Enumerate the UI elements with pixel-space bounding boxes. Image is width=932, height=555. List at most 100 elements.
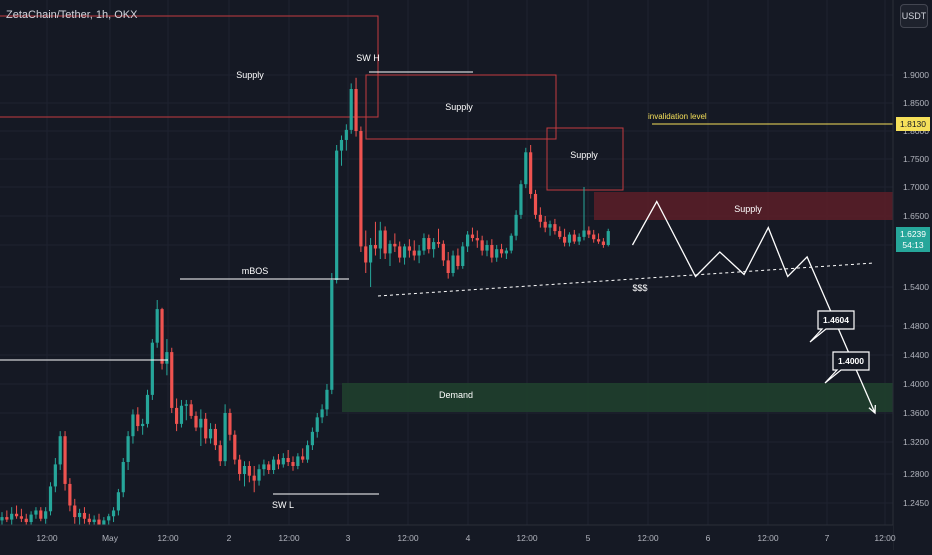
candle-body <box>44 511 48 519</box>
candle-body <box>276 459 281 465</box>
candle-body <box>87 518 91 523</box>
candle-body <box>233 434 237 460</box>
candle-body <box>412 250 416 256</box>
target-callout-1-text: 1.4604 <box>823 315 849 325</box>
candle-body <box>82 512 87 519</box>
candle-body <box>373 245 378 249</box>
candle-body <box>247 466 251 476</box>
candle-body <box>0 517 4 521</box>
candle-body <box>461 246 465 266</box>
candle-body <box>272 459 276 470</box>
candle-body <box>563 236 567 243</box>
supply-zone-1-label: Supply <box>236 70 264 80</box>
candle-body <box>490 245 494 258</box>
candle-body <box>29 514 33 523</box>
candle-body <box>189 404 193 416</box>
target-callout-2: 1.4000 <box>824 351 870 384</box>
candle-body <box>296 456 300 466</box>
candle-body <box>349 89 353 130</box>
chart-title: ZetaChain/Tether, 1h, OKX <box>6 9 138 21</box>
candle-body <box>97 519 101 525</box>
x-tick-label: 12:00 <box>157 533 179 543</box>
supply-zone-4-label: Supply <box>734 204 762 214</box>
x-tick-label: May <box>102 533 119 543</box>
candle-body <box>204 418 208 439</box>
x-tick-label: 5 <box>586 533 591 543</box>
candle-body <box>422 238 426 251</box>
candle-body <box>145 394 150 424</box>
candle-body <box>73 505 77 518</box>
candle-body <box>533 193 538 215</box>
candle-body <box>485 245 489 251</box>
candle-body <box>601 241 605 245</box>
candle-body <box>48 486 53 512</box>
candle-body <box>267 464 271 470</box>
y-tick-label: 1.3600 <box>903 408 929 418</box>
invalidation-price-text: 1.8130 <box>900 119 926 129</box>
candle-body <box>19 516 23 519</box>
target-callout-1: 1.4604 <box>809 310 855 343</box>
y-tick-label: 1.7500 <box>903 154 929 164</box>
candle-body <box>107 516 111 521</box>
candle-body <box>155 309 159 343</box>
candle-body <box>504 250 508 254</box>
candle-body <box>470 234 475 239</box>
candle-body <box>150 342 154 395</box>
candle-body <box>301 456 305 460</box>
candle-body <box>596 239 601 242</box>
candle-body <box>228 413 232 435</box>
current-price-countdown: 54:13 <box>902 240 924 250</box>
candle-body <box>369 245 373 263</box>
candle-body <box>325 389 329 410</box>
x-tick-label: 12:00 <box>397 533 419 543</box>
target-callout-2-bubble <box>824 351 870 384</box>
supply-zone-1-box <box>0 15 379 118</box>
candle-body <box>238 459 242 474</box>
candle-body <box>252 475 256 481</box>
target-callout-1-bubble <box>809 310 855 343</box>
candle-body <box>262 464 266 470</box>
y-tick-label: 1.2800 <box>903 469 929 479</box>
y-tick-label: 1.7000 <box>903 182 929 192</box>
currency-button[interactable]: USDT <box>900 4 928 28</box>
invalidation-label: invalidation level <box>648 112 707 121</box>
candle-body <box>126 436 130 462</box>
candle-body <box>14 513 19 517</box>
candle-body <box>34 510 38 515</box>
candle-body <box>68 483 72 506</box>
candle-body <box>58 436 62 465</box>
y-tick-label: 1.6500 <box>903 211 929 221</box>
candle-body <box>582 230 586 237</box>
candle-body <box>475 238 479 241</box>
candle-body <box>218 445 222 462</box>
x-tick-label: 7 <box>825 533 830 543</box>
candle-body <box>184 404 188 406</box>
candle-body <box>441 243 445 261</box>
candle-body <box>548 224 552 228</box>
y-tick-label: 1.4000 <box>903 379 929 389</box>
candle-body <box>364 246 368 263</box>
current-price-value: 1.6239 <box>900 229 926 239</box>
candle-body <box>592 234 596 240</box>
invalidation-price-tag <box>896 117 930 131</box>
y-axis-bg <box>893 0 932 550</box>
candle-body <box>199 418 203 428</box>
candle-body <box>606 231 610 245</box>
candle-body <box>451 255 455 273</box>
candle-body <box>257 469 261 481</box>
supply-zone-2-box <box>365 74 557 140</box>
candle-body <box>92 519 96 523</box>
candle-body <box>179 405 184 424</box>
y-tick-label: 1.3200 <box>903 437 929 447</box>
supply-zone-3-label: Supply <box>570 150 598 160</box>
y-tick-label: 1.9000 <box>903 70 929 80</box>
candle-body <box>10 513 14 520</box>
candle-body <box>175 407 179 424</box>
candle-body <box>286 458 290 462</box>
candle-body <box>170 352 174 408</box>
candle-body <box>5 517 9 520</box>
y-tick-label: 1.4800 <box>903 321 929 331</box>
candle-body <box>305 445 310 460</box>
